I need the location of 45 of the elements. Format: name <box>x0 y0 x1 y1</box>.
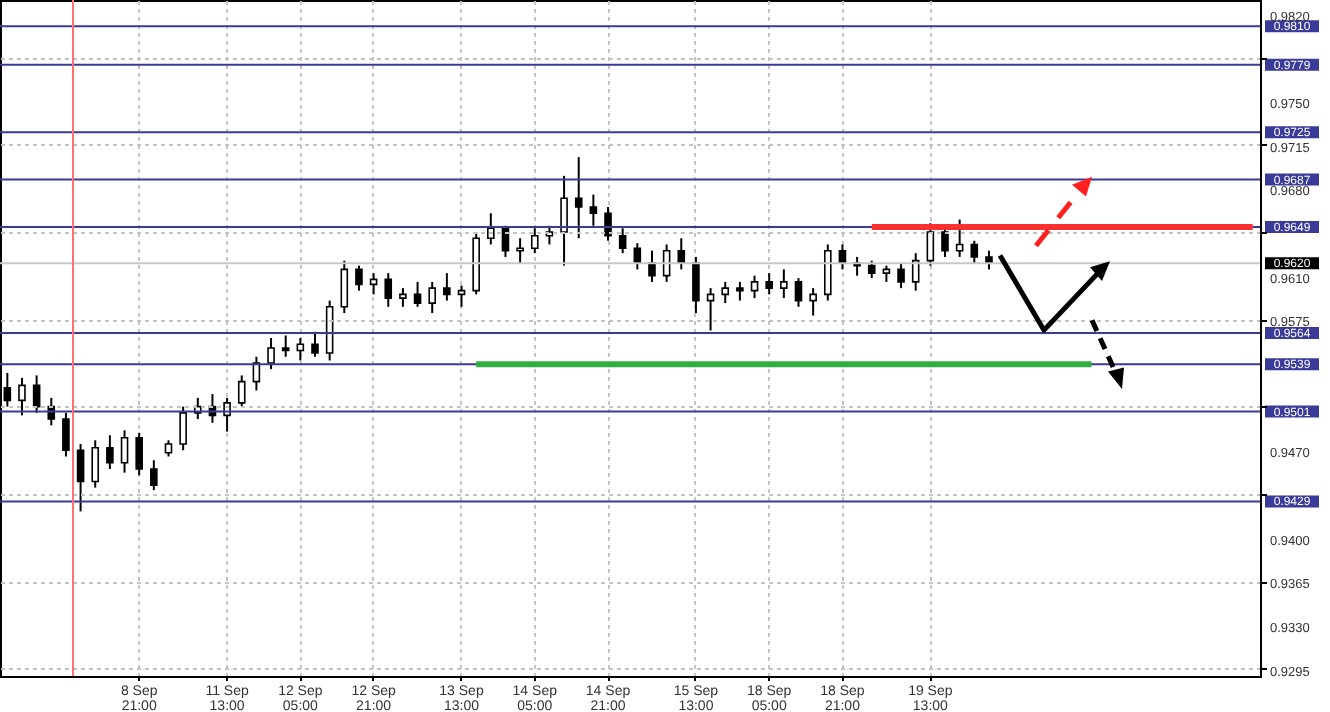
candlestick <box>677 237 686 271</box>
candlestick <box>120 429 129 474</box>
candlestick <box>941 224 949 258</box>
candlestick <box>545 224 554 246</box>
candlestick <box>589 193 598 227</box>
candlestick <box>794 277 803 308</box>
candlestick <box>897 262 905 290</box>
candlestick <box>457 284 466 308</box>
candlestick <box>721 280 730 305</box>
candlestick <box>823 243 832 302</box>
candlestick <box>62 411 70 458</box>
candlestick <box>150 459 158 492</box>
candlestick <box>281 334 290 358</box>
candlestick <box>443 272 451 302</box>
candlestick <box>311 330 319 358</box>
candlestick <box>516 237 524 265</box>
candlestick <box>809 287 817 317</box>
candlestick <box>91 439 100 489</box>
candlestick <box>355 264 363 292</box>
candlestick <box>765 272 773 296</box>
candlestick <box>780 268 788 300</box>
candlestick <box>340 259 349 315</box>
candlestick <box>618 227 627 255</box>
candlestick <box>530 227 539 255</box>
candlestick <box>296 337 305 362</box>
candlestick <box>487 212 495 246</box>
candlestick <box>18 376 26 417</box>
candlestick <box>179 405 187 452</box>
candlestick <box>970 239 979 265</box>
candlestick <box>106 434 114 470</box>
candlestick <box>736 280 744 302</box>
candlestick <box>399 287 407 308</box>
candlestick <box>692 255 700 315</box>
candlestick <box>413 280 422 308</box>
candlestick <box>648 249 656 283</box>
candlestick <box>135 431 143 477</box>
candlestick <box>574 156 583 240</box>
candlestick <box>76 443 85 513</box>
candlestick <box>428 280 437 315</box>
candlestick <box>384 272 393 308</box>
candlestick <box>560 174 568 267</box>
candlestick <box>237 374 246 408</box>
candlestick <box>604 206 612 242</box>
candlestick <box>267 337 275 371</box>
candlestick <box>750 274 759 300</box>
